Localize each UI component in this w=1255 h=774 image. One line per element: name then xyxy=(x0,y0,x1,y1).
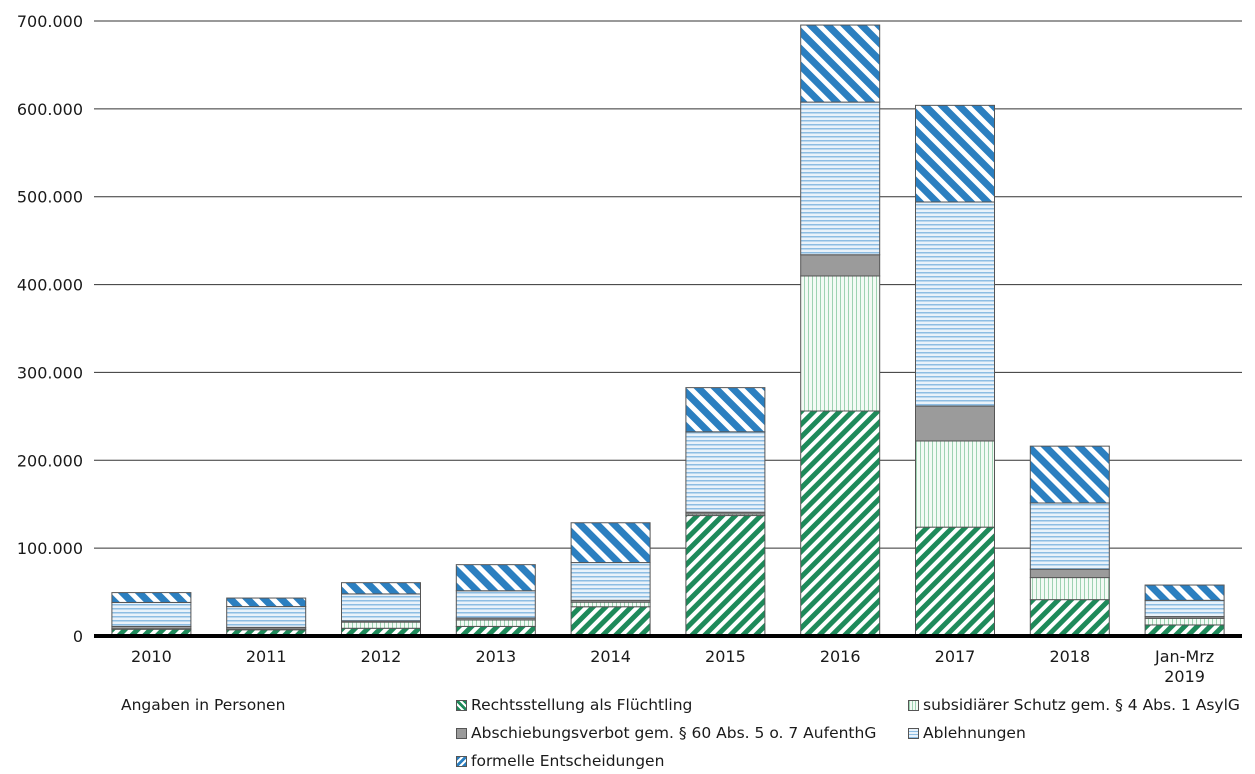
bar-segment-formal-decisions xyxy=(1144,584,1225,601)
legend-label-formal-decisions: formelle Entscheidungen xyxy=(471,752,665,770)
bar-segment-formal-decisions xyxy=(800,24,881,103)
y-tick-label: 100.000 xyxy=(17,539,83,558)
bar-segment-rejections xyxy=(226,606,307,628)
rejections-swatch-icon xyxy=(908,727,919,739)
y-tick-label: 200.000 xyxy=(17,451,83,470)
bar-segment-rejections xyxy=(685,431,766,513)
x-tick-label: 2012 xyxy=(361,647,402,666)
bar-segment-subsidiary xyxy=(800,275,881,412)
legend-label-deportation-ban: Abschiebungsverbot gem. § 60 Abs. 5 o. 7… xyxy=(471,724,877,742)
bar-segment-formal-decisions xyxy=(915,104,995,203)
y-axis-tick-labels: 0 100.000 200.000 300.000 400.000 500.000 600.… xyxy=(17,12,83,646)
bar-stack xyxy=(1029,445,1110,637)
x-tick-label: 2017 xyxy=(935,647,976,666)
bars xyxy=(111,24,1225,637)
x-tick-label: 2016 xyxy=(820,647,861,666)
bar-segment-rejections xyxy=(111,601,192,627)
y-tick-label: 500.000 xyxy=(17,188,83,207)
bar-segment-rejections xyxy=(915,201,995,407)
bar-segment-subsidiary xyxy=(455,619,536,627)
y-tick-label: 700.000 xyxy=(17,12,83,31)
bar-stack xyxy=(455,564,536,637)
bar-segment-rejections xyxy=(1144,599,1225,618)
legend-item-deportation-ban: Abschiebungsverbot gem. § 60 Abs. 5 o. 7… xyxy=(456,724,876,742)
x-axis-tick-labels: 2010 2011 2012 2013 2014 2015 2016 2017 2018 Jan-… xyxy=(131,647,1214,686)
bar-segment-refugee xyxy=(1029,599,1110,637)
bar-segment-subsidiary xyxy=(341,621,421,629)
bar-segment-rejections xyxy=(455,590,536,619)
legend-item-subsidiary: subsidiärer Schutz gem. § 4 Abs. 1 AsylG xyxy=(908,696,1240,714)
bar-stack xyxy=(685,387,766,637)
bar-segment-rejections xyxy=(341,593,421,622)
bar-segment-formal-decisions xyxy=(1029,445,1110,504)
y-tick-label: 0 xyxy=(73,627,83,646)
bar-segment-refugee xyxy=(915,526,995,637)
grid-lines xyxy=(94,20,1242,549)
bar-segment-subsidiary xyxy=(570,601,651,608)
legend-label-subsidiary: subsidiärer Schutz gem. § 4 Abs. 1 AsylG xyxy=(923,696,1240,714)
bar-segment-rejections xyxy=(1029,502,1110,570)
bar-stack xyxy=(800,24,881,637)
x-tick-label: Jan-Mrz 2019 xyxy=(1154,647,1214,686)
legend-label-rejections: Ablehnungen xyxy=(923,724,1026,742)
bar-segment-formal-decisions xyxy=(111,592,192,603)
bar-segment-subsidiary xyxy=(1029,577,1110,601)
bar-segment-refugee xyxy=(685,515,766,637)
bar-segment-formal-decisions xyxy=(455,564,536,592)
bar-segment-refugee xyxy=(570,606,651,637)
bar-stack xyxy=(111,592,192,637)
y-tick-label: 300.000 xyxy=(17,363,83,382)
bar-segment-deportation-ban xyxy=(1029,568,1110,579)
refugee-swatch-icon xyxy=(456,699,467,711)
bar-segment-refugee xyxy=(800,410,881,637)
x-tick-label: 2010 xyxy=(131,647,172,666)
bar-segment-subsidiary xyxy=(1144,617,1225,626)
x-tick-label: 2014 xyxy=(590,647,631,666)
bar-segment-rejections xyxy=(800,101,881,256)
y-tick-label: 600.000 xyxy=(17,100,83,119)
y-tick-label: 400.000 xyxy=(17,276,83,295)
bar-segment-deportation-ban xyxy=(915,405,995,442)
bar-stack xyxy=(915,104,995,637)
bar-stack xyxy=(341,582,421,637)
x-tick-label: 2015 xyxy=(705,647,746,666)
x-tick-label: 2013 xyxy=(475,647,516,666)
x-tick-label: 2011 xyxy=(246,647,287,666)
formal-decisions-swatch-icon xyxy=(456,755,467,767)
bar-segment-formal-decisions xyxy=(685,387,766,433)
bar-segment-deportation-ban xyxy=(800,254,881,277)
units-note: Angaben in Personen xyxy=(121,696,286,714)
legend: Angaben in Personen Rechtsstellung als F… xyxy=(0,688,1255,774)
legend-label-refugee: Rechtsstellung als Flüchtling xyxy=(471,696,693,714)
stacked-bar-chart: 0 100.000 200.000 300.000 400.000 500.000 600.… xyxy=(17,12,1242,686)
bar-segment-rejections xyxy=(570,562,651,601)
bar-segment-formal-decisions xyxy=(570,522,651,564)
legend-item-rejections: Ablehnungen xyxy=(908,724,1026,742)
bar-segment-formal-decisions xyxy=(226,597,307,608)
deportation-ban-swatch-icon xyxy=(456,727,467,739)
legend-item-formal-decisions: formelle Entscheidungen xyxy=(456,752,664,770)
bar-segment-subsidiary xyxy=(915,440,995,528)
x-tick-label: 2018 xyxy=(1049,647,1090,666)
legend-item-refugee: Rechtsstellung als Flüchtling xyxy=(456,696,692,714)
bar-stack xyxy=(226,597,307,637)
bar-stack xyxy=(570,522,651,637)
bar-stack xyxy=(1144,584,1225,637)
bar-segment-formal-decisions xyxy=(341,582,421,595)
subsidiary-swatch-icon xyxy=(908,699,919,711)
